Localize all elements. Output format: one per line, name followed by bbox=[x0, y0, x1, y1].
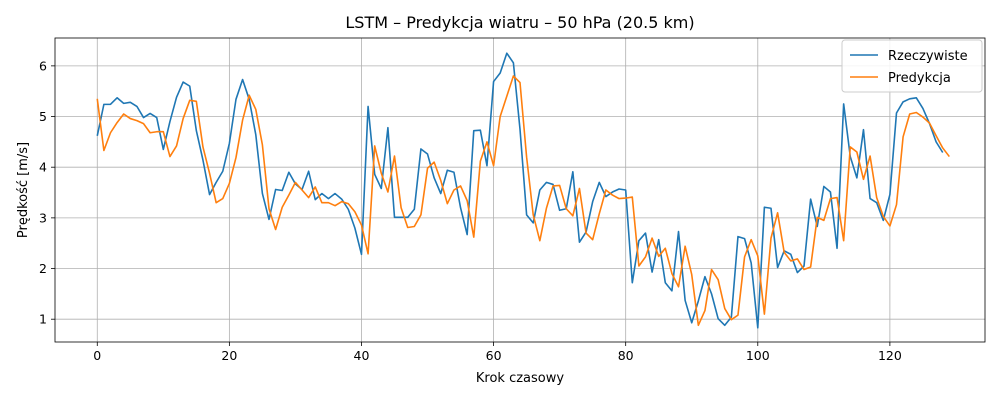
grid bbox=[55, 38, 985, 342]
x-tick-label: 120 bbox=[878, 348, 902, 363]
y-tick-label: 3 bbox=[39, 210, 47, 225]
y-tick-label: 5 bbox=[39, 109, 47, 124]
x-tick-label: 80 bbox=[618, 348, 634, 363]
y-axis-ticks: 1 2 3 4 5 6 bbox=[39, 58, 55, 327]
x-tick-label: 40 bbox=[354, 348, 370, 363]
series-line-rzeczywiste bbox=[96, 52, 944, 329]
x-tick-label: 20 bbox=[221, 348, 237, 363]
x-tick-label: 0 bbox=[93, 348, 101, 363]
plot-area-frame bbox=[54, 37, 986, 343]
x-tick-label: 100 bbox=[746, 348, 770, 363]
legend-box bbox=[841, 39, 983, 93]
legend-label-rzeczywiste: Rzeczywiste bbox=[888, 49, 968, 64]
y-tick-label: 4 bbox=[39, 160, 47, 175]
legend: Rzeczywiste Predykcja bbox=[841, 39, 983, 93]
x-axis-label: Krok czasowy bbox=[476, 371, 564, 386]
x-axis-ticks: 0 20 40 60 80 100 120 bbox=[93, 342, 902, 363]
series-lines bbox=[96, 52, 950, 329]
y-axis-label: Prędkość [m/s] bbox=[16, 142, 31, 238]
y-tick-label: 2 bbox=[39, 261, 47, 276]
y-tick-label: 1 bbox=[39, 312, 47, 327]
x-tick-label: 60 bbox=[486, 348, 502, 363]
chart-title: LSTM – Predykcja wiatru – 50 hPa (20.5 k… bbox=[345, 13, 694, 32]
series-line-predykcja bbox=[96, 75, 950, 327]
legend-label-predykcja: Predykcja bbox=[888, 71, 951, 86]
y-tick-label: 6 bbox=[39, 58, 47, 73]
